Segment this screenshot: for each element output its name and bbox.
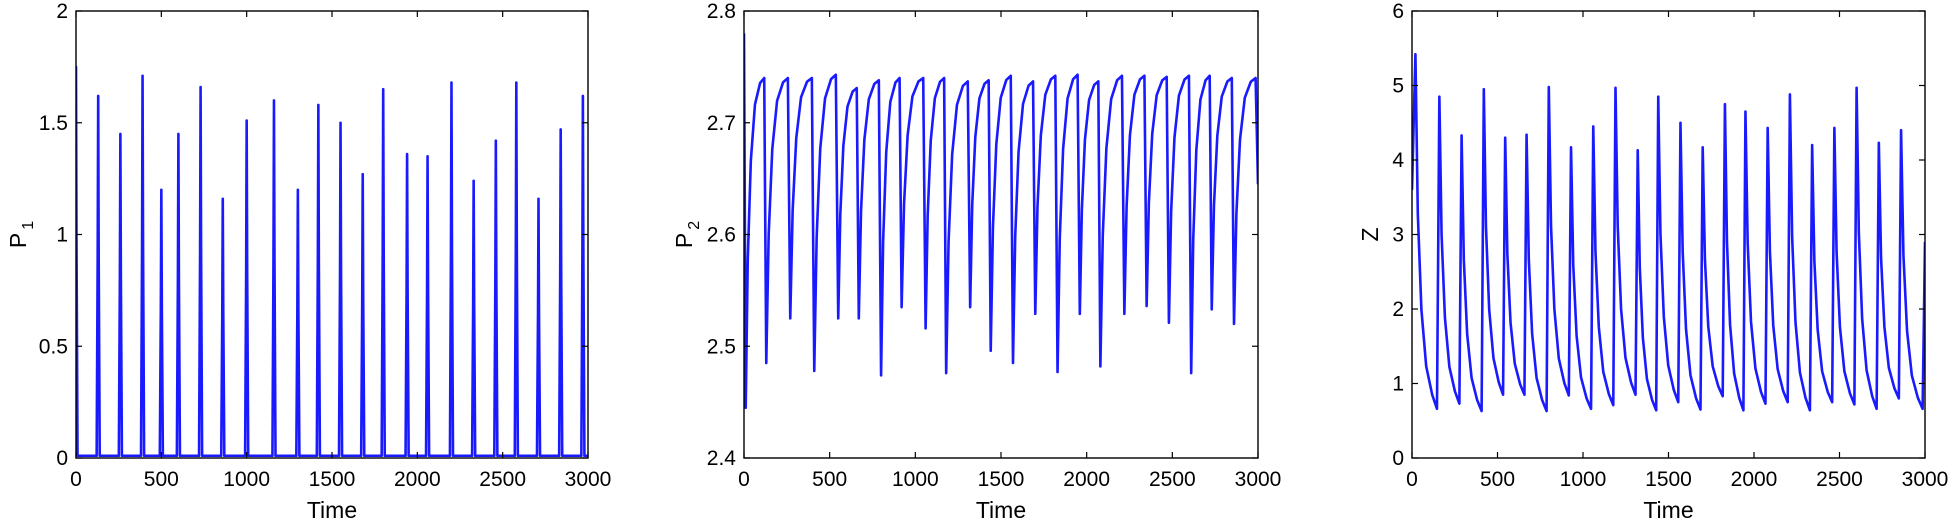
chart-panel-3: 0 500 1000 1500 2000 2500 3000 0 1 2 3 4 5 6 Time Z	[1357, 0, 1948, 523]
plot-area	[744, 11, 1258, 458]
x-tick-label: 0	[738, 468, 750, 491]
x-tick-label: 500	[144, 468, 179, 491]
y-tick-label: 2	[56, 0, 68, 23]
x-tick-label: 500	[812, 468, 847, 491]
y-tick-label: 0.5	[39, 335, 68, 358]
y-axis-label: P2	[671, 221, 703, 248]
plot-area	[1412, 11, 1925, 458]
series-line-1	[76, 65, 588, 458]
plot-area	[76, 11, 588, 458]
x-tick-label: 2000	[394, 468, 441, 491]
series-line-1	[1412, 52, 1925, 413]
x-tick-label: 1500	[1645, 468, 1692, 491]
y-axis-label: Z	[1357, 227, 1383, 241]
x-tick-label: 2500	[1816, 468, 1863, 491]
x-axis-label: Time	[976, 497, 1026, 523]
y-tick-label: 2.4	[707, 447, 737, 470]
y-tick-label: 0	[56, 447, 68, 470]
series-line-1	[744, 33, 1258, 410]
y-tick-label: 2.8	[707, 0, 736, 23]
x-tick-label: 0	[1406, 468, 1418, 491]
y-tick-label: 1.5	[39, 112, 68, 135]
x-tick-label: 0	[70, 468, 82, 491]
x-tick-label: 1500	[978, 468, 1025, 491]
x-tick-label: 2500	[1149, 468, 1196, 491]
y-axis-label: P1	[5, 221, 37, 248]
y-tick-label: 1	[1392, 373, 1404, 396]
x-tick-label: 3000	[565, 468, 612, 491]
x-tick-label: 1500	[309, 468, 356, 491]
y-tick-label: 5	[1392, 75, 1404, 98]
chart-panel-2: 0 500 1000 1500 2000 2500 3000 2.4 2.5 2.6 2.7 2.8 T…	[671, 0, 1281, 523]
x-tick-label: 500	[1480, 468, 1515, 491]
x-tick-label: 1000	[892, 468, 939, 491]
y-tick-label: 0	[1392, 447, 1404, 470]
x-tick-label: 3000	[1902, 468, 1948, 491]
x-tick-label: 3000	[1235, 468, 1282, 491]
x-tick-label: 1000	[223, 468, 270, 491]
y-tick-label: 2.7	[707, 112, 736, 135]
y-tick-label: 2.5	[707, 335, 736, 358]
x-tick-label: 1000	[1560, 468, 1607, 491]
x-axis-label: Time	[307, 497, 357, 523]
y-tick-label: 6	[1392, 0, 1404, 23]
y-tick-label: 2.6	[707, 224, 736, 247]
x-tick-label: 2000	[1731, 468, 1778, 491]
x-axis-label: Time	[1643, 497, 1693, 523]
y-tick-label: 2	[1392, 298, 1404, 321]
y-tick-label: 4	[1392, 149, 1404, 172]
chart-panel-1: 0 500 1000 1500 2000 2500 3000 0 0.5 1 1.5 2 Time P1	[5, 0, 611, 523]
x-tick-label: 2500	[479, 468, 526, 491]
x-tick-label: 2000	[1063, 468, 1110, 491]
y-tick-label: 1	[56, 224, 68, 247]
y-tick-label: 3	[1392, 224, 1404, 247]
